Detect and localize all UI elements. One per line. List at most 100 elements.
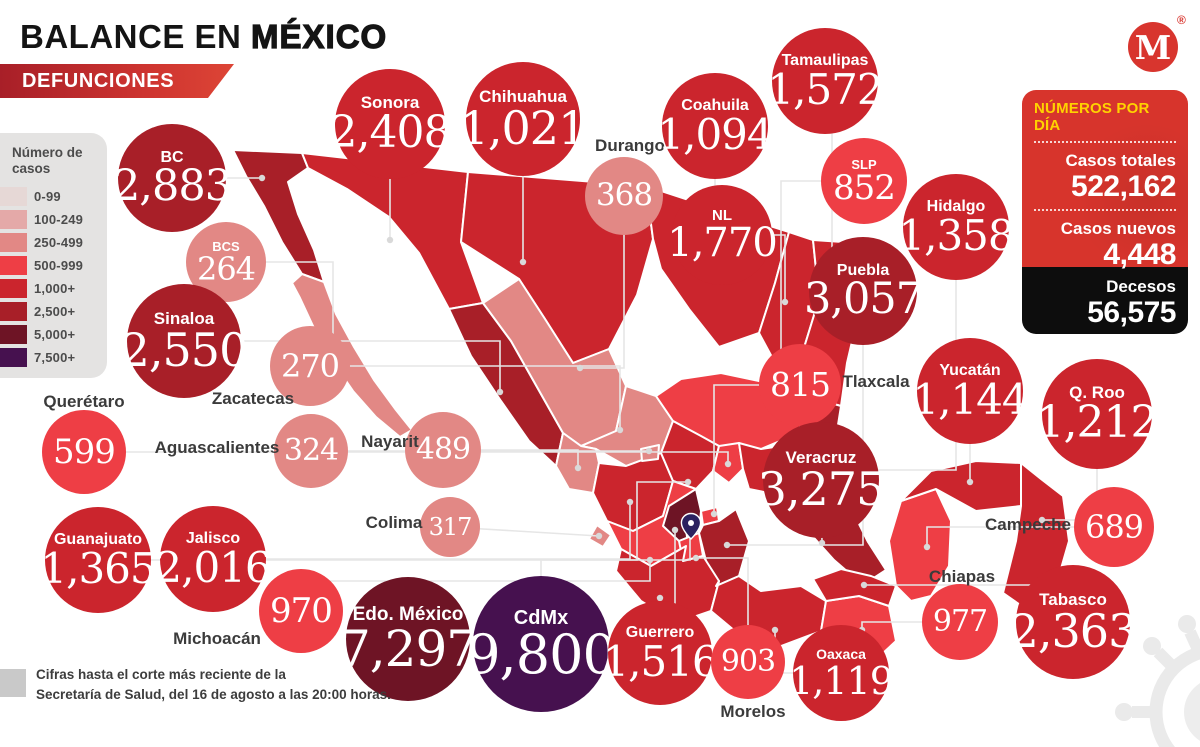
leader-dot — [386, 236, 394, 244]
daily-numbers-red-section: NÚMEROS POR DÍA Casos totales 522,162 Ca… — [1022, 90, 1188, 271]
leader-dot — [771, 626, 779, 634]
leader-dot — [258, 174, 266, 182]
legend-title: Número de casos — [12, 145, 83, 177]
leader-dot — [923, 543, 931, 551]
legend-item: 2,500+ — [0, 302, 107, 322]
title-prefix: BALANCE EN — [20, 18, 252, 55]
state-bubble-slp: SLP 852 — [821, 138, 907, 224]
map-state-tabasco — [812, 568, 897, 607]
stat-value-casos-nuevos: 4,448 — [1103, 238, 1176, 272]
state-name: Coahuila — [681, 97, 749, 115]
page-title: BALANCE EN MÉXICO — [20, 17, 388, 56]
state-bubble-chiapas: 977 — [922, 584, 998, 660]
registered-trademark-icon: ® — [1177, 13, 1186, 27]
leader-dot — [574, 464, 582, 472]
leader-dot — [692, 554, 700, 562]
footer-note-line2: Secretaría de Salud, del 16 de agosto a … — [36, 687, 391, 703]
state-name: Sonora — [360, 92, 420, 112]
state-value: 7,297 — [338, 619, 478, 678]
state-bubble-tamaulipas: Tamaulipas 1,572 — [767, 28, 884, 134]
leader-dot — [860, 581, 868, 589]
state-value: 1,119 — [789, 658, 894, 703]
state-name: Tabasco — [1039, 589, 1107, 609]
state-bubble-tabasco: Tabasco 2,363 — [1010, 565, 1137, 679]
state-bubble-yucatan: Yucatán 1,144 — [912, 338, 1029, 444]
legend-item: 250-499 — [0, 233, 107, 253]
cdmx-pin-icon — [680, 512, 702, 540]
legend-swatch — [0, 348, 27, 368]
state-value: 689 — [1084, 507, 1144, 546]
leader-dot — [724, 460, 732, 468]
stat-label-casos-totales: Casos totales — [1065, 151, 1176, 170]
state-bubble-tlaxcala: 815 — [759, 344, 841, 426]
leader-dot — [818, 539, 826, 547]
dotted-divider — [1034, 141, 1176, 143]
state-bubble-jalisco: Jalisco 2,016 — [155, 506, 272, 612]
state-name: Guanajuato — [53, 531, 142, 549]
map-state-campeche — [888, 488, 952, 602]
state-value: 1,516 — [602, 636, 718, 686]
stat-label-casos-nuevos: Casos nuevos — [1060, 219, 1176, 239]
leader-dot — [576, 364, 584, 372]
leader-dot — [710, 510, 718, 518]
title-emphasis: MÉXICO — [250, 17, 388, 55]
state-bubble-sonora: Sonora 2,408 — [330, 69, 451, 179]
leader-dot — [671, 526, 679, 534]
legend-item: 7,500+ — [0, 348, 107, 368]
state-bubble-puebla: Puebla 3,057 — [804, 237, 923, 345]
state-bubble-veracruz: Veracruz 3,275 — [758, 422, 885, 538]
state-value: 1,021 — [459, 100, 588, 155]
decesos-section: Decesos 56,575 — [1022, 267, 1188, 334]
state-name: Querétaro — [43, 392, 125, 411]
state-bubble-campeche: 689 — [1074, 487, 1154, 567]
state-name: Morelos — [720, 702, 786, 721]
legend-swatch — [0, 325, 27, 345]
legend-item: 0-99 — [0, 187, 107, 207]
state-bubble-queretaro: 599 — [42, 410, 126, 494]
state-name: BCS — [212, 238, 240, 254]
legend-label: 500-999 — [34, 258, 84, 274]
state-name: Michoacán — [173, 629, 261, 648]
leader-dot — [626, 498, 634, 506]
state-bubble-guanajuato: Guanajuato 1,365 — [40, 507, 157, 613]
panel-header: NÚMEROS POR DÍA — [1034, 100, 1150, 134]
state-value: 1,572 — [767, 64, 883, 114]
state-name: SLP — [851, 156, 877, 172]
legend-item: 5,000+ — [0, 325, 107, 345]
state-name: Puebla — [836, 261, 890, 279]
defunciones-badge: DEFUNCIONES — [0, 64, 234, 98]
state-value: 1,212 — [1036, 397, 1159, 449]
state-name: Edo. México — [352, 603, 464, 625]
state-value: 317 — [428, 512, 473, 541]
legend-label: 0-99 — [34, 189, 61, 205]
state-bubble-zacatecas: 270 — [270, 326, 350, 406]
state-value: 368 — [595, 177, 653, 214]
state-name: Veracruz — [785, 447, 857, 467]
stat-value-casos-totales: 522,162 — [1071, 170, 1176, 203]
state-name: Tlaxcala — [842, 372, 910, 391]
legend-panel: Número de casos 0-99 100-249 250-499 500-99… — [0, 133, 107, 378]
leader-dot — [595, 532, 603, 540]
state-value: 970 — [270, 590, 333, 631]
legend-item: 1,000+ — [0, 279, 107, 299]
state-value: 2,363 — [1009, 603, 1138, 658]
state-bubble-morelos: 903 — [711, 625, 785, 699]
footer-swatch — [0, 669, 26, 697]
state-name: NL — [712, 206, 732, 224]
virus-watermark-icon — [1115, 615, 1200, 747]
state-name: Yucatán — [939, 362, 1001, 380]
state-value: 1,144 — [912, 374, 1028, 424]
dotted-divider — [1034, 209, 1176, 212]
state-value: 3,275 — [757, 461, 886, 516]
legend-swatch — [0, 279, 27, 299]
state-name: Tamaulipas — [781, 52, 869, 70]
state-value: 1,365 — [40, 543, 156, 593]
footer-note-line1: Cifras hasta el corte más reciente de la — [36, 667, 286, 682]
legend-swatch — [0, 302, 27, 322]
state-bubble-aguascalientes: 324 — [274, 414, 348, 488]
state-name: Campeche — [985, 515, 1071, 534]
state-value: 1,358 — [898, 210, 1014, 260]
legend-swatch — [0, 233, 27, 253]
state-bubble-hidalgo: Hidalgo 1,358 — [898, 174, 1015, 280]
